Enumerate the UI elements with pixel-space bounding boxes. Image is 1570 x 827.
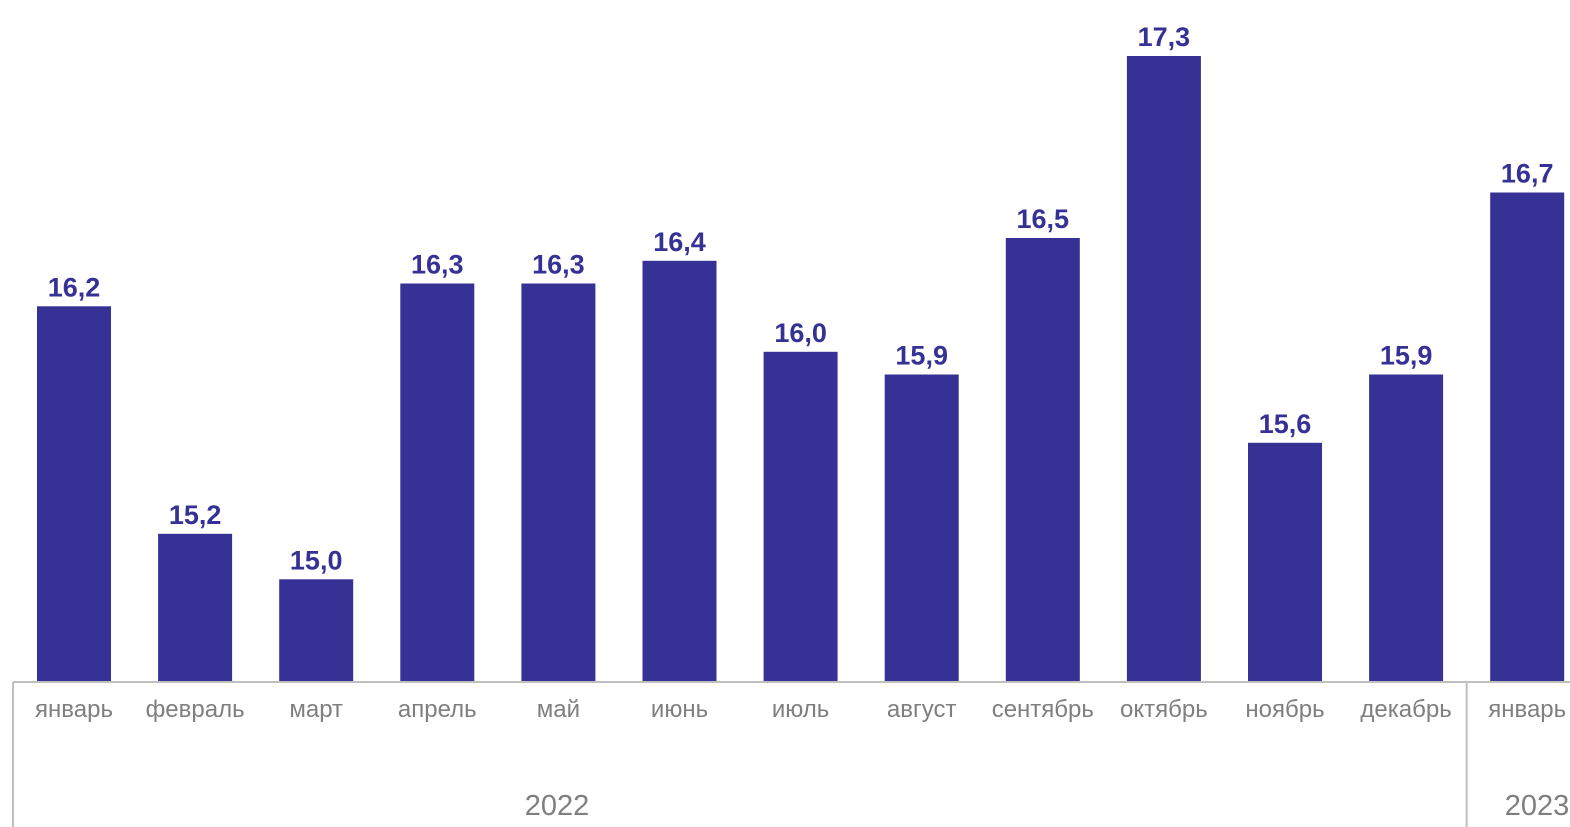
value-label-3: 16,3 [411,250,464,280]
category-label-1: февраль [146,696,245,723]
bar-3 [400,283,475,682]
category-labels-layer: январь февраль март апрель май июнь июль август… [35,696,1566,723]
category-label-0: январь [35,696,113,723]
category-label-11: декабрь [1360,696,1451,723]
value-label-2: 15,0 [290,545,343,575]
category-label-2: март [289,696,343,723]
bar-12 [1490,192,1565,682]
x-axis [12,681,1570,827]
category-label-12: январь [1488,696,1566,723]
category-label-10: ноябрь [1245,696,1324,723]
value-label-6: 16,0 [774,318,827,348]
bar-7 [884,374,959,682]
category-label-3: апрель [398,696,477,723]
category-label-4: май [537,696,580,723]
year-labels-layer: 2022 2023 [525,790,1570,822]
bar-6 [763,351,838,682]
value-label-10: 15,6 [1259,409,1312,439]
value-label-7: 15,9 [895,341,948,371]
bar-9 [1126,56,1201,682]
value-labels-layer: 16,2 15,2 15,0 16,3 16,3 16,4 16,0 15,9 16,5 17,3… [48,22,1554,575]
year-label-2022: 2022 [525,790,590,822]
bar-4 [521,283,596,682]
value-label-4: 16,3 [532,250,585,280]
bar-2 [279,579,354,682]
value-label-5: 16,4 [653,227,706,257]
bar-11 [1369,374,1444,682]
bar-1 [158,533,233,682]
value-label-9: 17,3 [1138,22,1191,52]
value-label-12: 16,7 [1501,159,1554,189]
value-label-0: 16,2 [48,272,101,302]
year-label-2023: 2023 [1505,790,1570,822]
value-label-11: 15,9 [1380,341,1433,371]
bars-layer [37,56,1565,682]
bar-0 [37,306,111,682]
value-label-1: 15,2 [169,500,222,530]
bar-10 [1248,442,1322,682]
bar-5 [642,260,717,682]
category-label-9: октябрь [1120,696,1208,723]
category-label-8: сентябрь [992,696,1094,723]
category-label-7: август [887,696,957,723]
value-label-8: 16,5 [1017,204,1070,234]
category-label-5: июнь [651,696,708,723]
category-label-6: июль [772,696,829,723]
bar-8 [1005,238,1080,682]
